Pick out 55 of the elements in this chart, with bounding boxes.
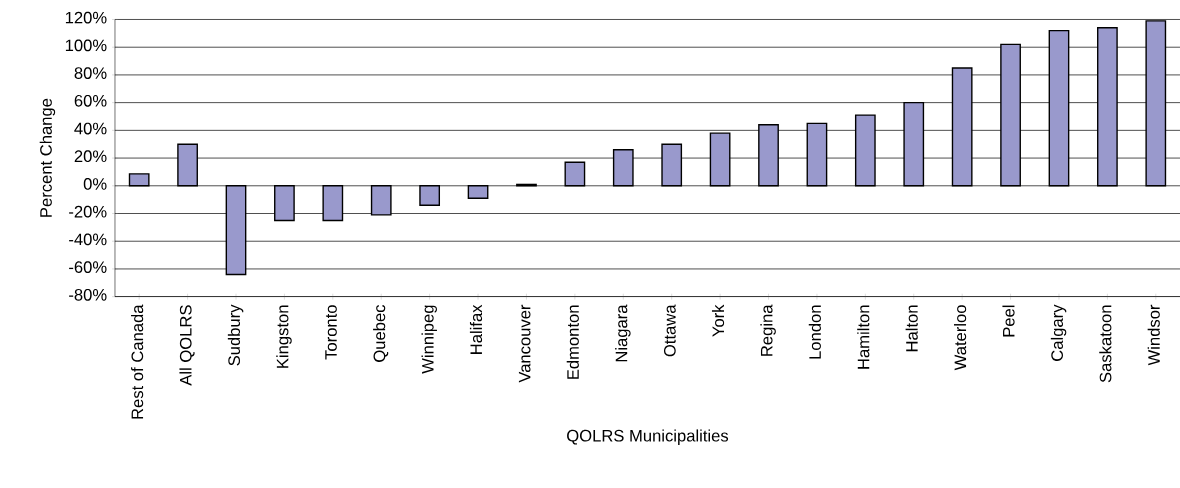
y-axis-title: Percent Change bbox=[39, 98, 56, 217]
x-tick-label: Calgary bbox=[1050, 304, 1067, 361]
y-tick-label: -20% bbox=[69, 205, 107, 218]
x-tick-label: York bbox=[711, 304, 725, 337]
bar bbox=[225, 185, 247, 276]
y-tick-label: 40% bbox=[74, 122, 107, 135]
x-tick-label: Windsor bbox=[1147, 304, 1160, 366]
y-tick-label: 60% bbox=[74, 94, 107, 107]
x-tick-label: Vancouver bbox=[518, 304, 531, 383]
x-tick-label: Sudbury bbox=[227, 304, 244, 366]
bar bbox=[322, 185, 344, 222]
y-tick-label: 100% bbox=[65, 39, 107, 52]
bar bbox=[806, 122, 828, 187]
bar bbox=[709, 132, 731, 187]
bar bbox=[370, 185, 392, 216]
bar bbox=[661, 143, 683, 187]
x-tick-label: Edmonton bbox=[566, 305, 579, 379]
y-tick-label: -40% bbox=[69, 233, 107, 246]
bar bbox=[1000, 43, 1021, 187]
x-tick-label: Toronto bbox=[325, 305, 337, 360]
bar bbox=[467, 185, 489, 199]
x-tick-label: Kingston bbox=[276, 305, 292, 368]
y-tick-label: -60% bbox=[69, 261, 107, 273]
y-tick-label: -80% bbox=[69, 288, 107, 301]
bar bbox=[612, 149, 634, 187]
bar bbox=[128, 173, 150, 187]
bar bbox=[903, 101, 925, 187]
x-tick-label: Halton bbox=[905, 305, 918, 352]
x-tick-label: Niagara bbox=[615, 304, 631, 362]
x-tick-label: Rest of Canada bbox=[131, 304, 144, 419]
bar bbox=[951, 67, 973, 187]
x-tick-label: Winnipeg bbox=[421, 305, 437, 374]
x-tick-label: Peel bbox=[1002, 305, 1015, 337]
y-tick-label: 80% bbox=[74, 67, 107, 79]
bar bbox=[854, 114, 876, 187]
y-tick-label: 0% bbox=[83, 178, 107, 190]
x-tick-label: All QOLRS bbox=[179, 305, 195, 386]
bar bbox=[564, 161, 586, 187]
y-tick-label: 20% bbox=[74, 150, 107, 163]
x-axis-title: QOLRS Municipalities bbox=[567, 429, 729, 445]
x-tick-label: Waterloo bbox=[954, 305, 967, 371]
x-tick-label: Halifax bbox=[469, 304, 483, 354]
x-tick-label: Hamilton bbox=[857, 305, 870, 369]
bar bbox=[1048, 29, 1070, 187]
y-tick-label: 120% bbox=[65, 11, 107, 24]
x-tick-label: Saskatoon bbox=[1099, 305, 1112, 383]
x-tick-label: London bbox=[808, 305, 821, 359]
x-tick-label: Regina bbox=[760, 304, 776, 356]
bar bbox=[1097, 27, 1118, 187]
bar bbox=[758, 124, 779, 187]
x-tick-label: Ottawa bbox=[663, 304, 676, 357]
bar bbox=[274, 185, 295, 222]
bar bbox=[177, 143, 198, 187]
x-tick-label: Quebec bbox=[373, 304, 389, 362]
bar bbox=[419, 185, 441, 206]
